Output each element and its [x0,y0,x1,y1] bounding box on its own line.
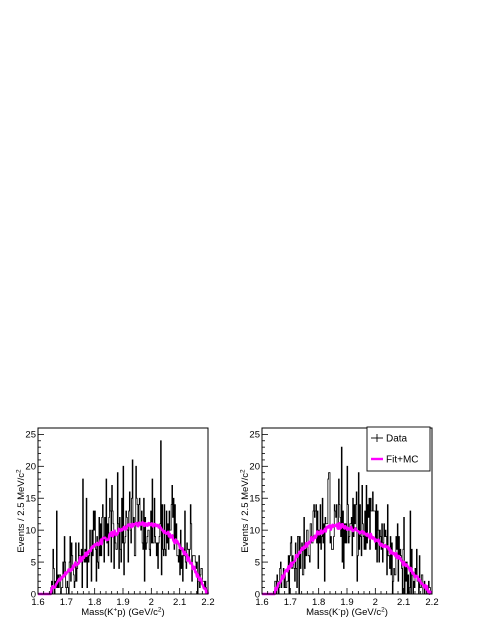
y-axis-title: Events / 2.5 MeV/c2 [16,469,28,553]
y-tick-label: 5 [255,557,260,568]
y-tick-label: 10 [25,525,36,536]
x-tick-label: 1.7 [284,597,297,608]
legend-label: Fit+MC [386,455,419,466]
x-tick-label: 1.9 [116,597,129,608]
data-histogram [38,440,208,595]
x-tick-label: 2 [149,597,154,608]
y-tick-label: 20 [249,462,260,473]
y-tick-label: 15 [249,494,260,505]
x-axis-title: Mass(K-p) (GeV/c2) [306,607,388,619]
right-histogram-panel: 1.6 1.7 1.8 1.9 2 2.1 2.2 0 5 10 15 20 25 Mass(K-p) (… [240,426,439,619]
y-tick-label: 25 [25,430,36,441]
x-tick-label: 1.7 [60,597,73,608]
data-histogram [262,446,432,595]
legend-box [366,426,431,472]
x-tick-label: 1.9 [340,597,353,608]
y-tick-label: 10 [249,525,260,536]
y-tick-label: 25 [249,430,260,441]
x-tick-label: 1.8 [88,597,101,608]
y-tick-label: 20 [25,462,36,473]
legend-label: Data [386,434,408,445]
fit-mc-curve [261,521,433,596]
fit-mc-curve [37,520,210,596]
x-tick-label: 1.8 [312,597,325,608]
x-tick-label: 2.1 [173,597,186,608]
x-tick-label: 2.2 [201,597,214,608]
y-tick-label: 5 [31,557,36,568]
x-axis-title: Mass(K+p) (GeV/c2) [81,607,164,619]
y-axis-title: Events / 2.5 MeV/c2 [240,469,252,553]
y-tick-label: 0 [31,589,36,600]
x-tick-label: 2.2 [425,597,438,608]
y-tick-label: 0 [255,589,260,600]
left-histogram-panel: 1.6 1.7 1.8 1.9 2 2.1 2.2 0 5 10 15 20 25 Mass(K+p) (… [16,427,215,619]
x-tick-label: 1.6 [31,597,44,608]
x-tick-label: 2 [373,597,378,608]
y-tick-label: 15 [25,494,36,505]
x-tick-label: 1.6 [255,597,268,608]
x-tick-label: 2.1 [397,597,410,608]
